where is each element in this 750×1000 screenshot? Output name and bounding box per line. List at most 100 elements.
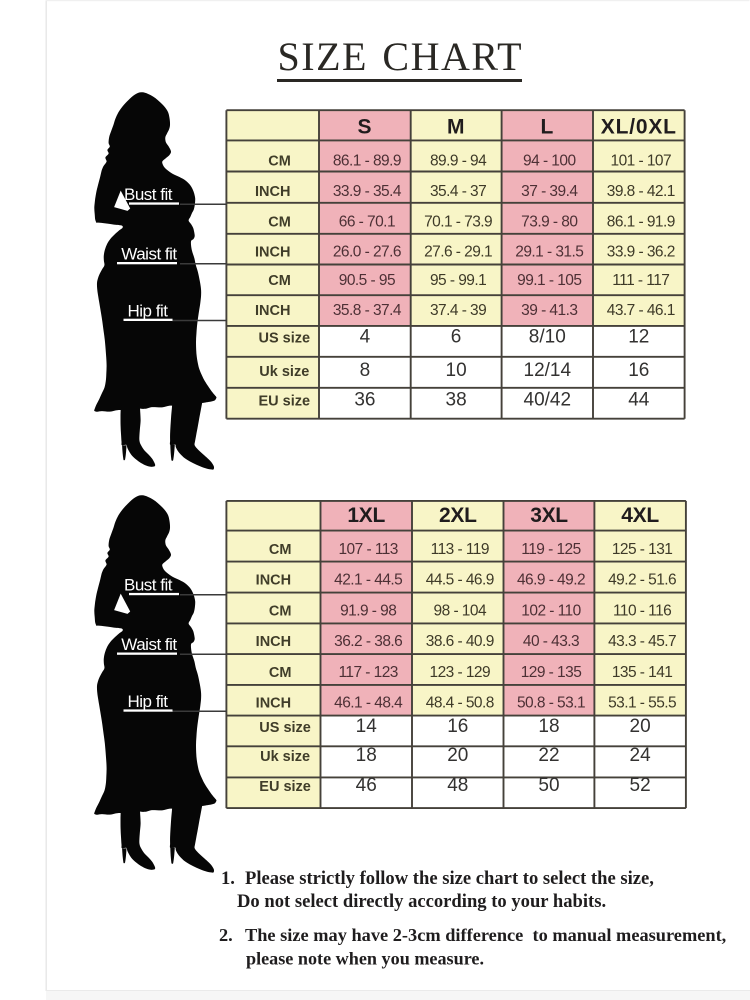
svg-text:129 - 135: 129 - 135 (521, 664, 582, 681)
svg-text:50.8 - 53.1: 50.8 - 53.1 (517, 695, 585, 712)
svg-text:24: 24 (630, 745, 652, 766)
svg-text:8: 8 (360, 360, 371, 381)
svg-text:2XL: 2XL (439, 504, 477, 527)
svg-text:INCH: INCH (255, 184, 290, 200)
svg-text:43.7 - 46.1: 43.7 - 46.1 (607, 302, 675, 319)
svg-text:4XL: 4XL (621, 504, 659, 527)
svg-text:US size: US size (259, 720, 311, 736)
svg-text:107 - 113: 107 - 113 (338, 541, 397, 558)
svg-text:EU size: EU size (259, 394, 311, 410)
svg-text:Uk size: Uk size (260, 749, 310, 765)
svg-text:Waist fit: Waist fit (121, 635, 177, 654)
svg-text:33.9 - 36.2: 33.9 - 36.2 (607, 243, 675, 260)
svg-text:119 - 125: 119 - 125 (521, 541, 580, 558)
svg-text:94 - 100: 94 - 100 (523, 152, 576, 169)
svg-text:26.0 - 27.6: 26.0 - 27.6 (333, 243, 401, 260)
svg-text:US size: US size (259, 331, 311, 347)
svg-text:12: 12 (628, 327, 649, 348)
svg-text:2.: 2. (219, 925, 233, 945)
svg-text:70.1 - 73.9: 70.1 - 73.9 (424, 214, 492, 231)
svg-text:Please strictly follow the siz: Please strictly follow the size chart to… (245, 868, 654, 889)
svg-text:36.2 - 38.6: 36.2 - 38.6 (334, 633, 402, 650)
svg-text:Bust fit: Bust fit (124, 576, 173, 595)
svg-text:46.1 - 48.4: 46.1 - 48.4 (334, 695, 403, 712)
svg-text:91.9 - 98: 91.9 - 98 (340, 603, 396, 620)
svg-text:123 - 129: 123 - 129 (430, 664, 491, 681)
svg-text:37.4 - 39: 37.4 - 39 (430, 302, 486, 319)
svg-text:46: 46 (356, 775, 377, 796)
svg-text:135 - 141: 135 - 141 (612, 664, 673, 681)
svg-text:CM: CM (268, 153, 291, 169)
svg-text:4: 4 (360, 327, 371, 348)
svg-text:CM: CM (269, 604, 292, 620)
svg-text:10: 10 (446, 360, 467, 381)
svg-text:INCH: INCH (256, 573, 291, 589)
svg-text:37 - 39.4: 37 - 39.4 (521, 183, 578, 200)
svg-text:18: 18 (538, 716, 559, 737)
svg-text:39.8 - 42.1: 39.8 - 42.1 (607, 183, 675, 200)
svg-text:125 - 131: 125 - 131 (612, 541, 673, 558)
svg-text:20: 20 (447, 745, 468, 766)
svg-text:Hip fit: Hip fit (128, 301, 169, 320)
svg-text:27.6 - 29.1: 27.6 - 29.1 (424, 243, 492, 260)
svg-text:52: 52 (630, 775, 651, 796)
svg-text:44: 44 (628, 390, 650, 411)
svg-text:29.1 - 31.5: 29.1 - 31.5 (515, 243, 583, 260)
svg-text:40 - 43.3: 40 - 43.3 (523, 633, 579, 650)
svg-text:48.4 - 50.8: 48.4 - 50.8 (426, 695, 494, 712)
svg-text:1.: 1. (221, 868, 235, 889)
svg-text:Waist fit: Waist fit (121, 245, 177, 264)
svg-text:INCH: INCH (255, 303, 290, 319)
svg-text:1XL: 1XL (347, 504, 385, 527)
svg-text:99.1 - 105: 99.1 - 105 (517, 272, 581, 289)
svg-text:46.9 - 49.2: 46.9 - 49.2 (517, 572, 585, 589)
svg-text:35.8 - 37.4: 35.8 - 37.4 (333, 302, 402, 319)
svg-text:Hip fit: Hip fit (128, 692, 169, 711)
svg-text:43.3 - 45.7: 43.3 - 45.7 (608, 633, 676, 650)
svg-text:20: 20 (630, 716, 651, 737)
svg-text:48: 48 (447, 775, 468, 796)
svg-text:53.1 - 55.5: 53.1 - 55.5 (608, 695, 676, 712)
svg-text:Bust fit: Bust fit (124, 185, 173, 204)
svg-text:Uk size: Uk size (259, 364, 309, 380)
svg-text:113 - 119: 113 - 119 (431, 541, 489, 558)
svg-text:L: L (540, 116, 554, 139)
svg-text:6: 6 (451, 327, 462, 348)
svg-text:SIZE CHART: SIZE CHART (278, 34, 524, 79)
svg-text:CM: CM (269, 542, 292, 558)
svg-text:66 - 70.1: 66 - 70.1 (339, 214, 395, 231)
svg-text:40/42: 40/42 (524, 390, 572, 411)
svg-text:33.9 - 35.4: 33.9 - 35.4 (333, 183, 402, 200)
svg-text:INCH: INCH (256, 634, 291, 650)
svg-text:please note when you measure.: please note when you measure. (246, 949, 484, 969)
svg-text:XL/0XL: XL/0XL (601, 116, 677, 139)
svg-text:16: 16 (447, 716, 468, 737)
svg-text:36: 36 (354, 390, 375, 411)
svg-text:16: 16 (628, 360, 649, 381)
svg-text:18: 18 (356, 745, 377, 766)
svg-text:S: S (357, 116, 372, 139)
svg-text:86.1 - 89.9: 86.1 - 89.9 (333, 152, 401, 169)
svg-text:98 - 104: 98 - 104 (434, 603, 487, 620)
svg-text:8/10: 8/10 (529, 327, 566, 348)
svg-text:14: 14 (356, 716, 378, 737)
svg-text:M: M (447, 116, 465, 139)
svg-text:CM: CM (268, 215, 291, 231)
svg-text:44.5 - 46.9: 44.5 - 46.9 (426, 572, 494, 589)
svg-text:90.5 - 95: 90.5 - 95 (339, 272, 395, 289)
svg-text:39 - 41.3: 39 - 41.3 (521, 302, 577, 319)
svg-text:12/14: 12/14 (524, 360, 572, 381)
svg-text:35.4 - 37: 35.4 - 37 (430, 183, 486, 200)
svg-text:111 - 117: 111 - 117 (612, 272, 669, 289)
svg-text:101 - 107: 101 - 107 (611, 152, 672, 169)
svg-text:22: 22 (538, 745, 559, 766)
svg-text:49.2 - 51.6: 49.2 - 51.6 (608, 572, 676, 589)
svg-text:86.1 - 91.9: 86.1 - 91.9 (607, 214, 675, 231)
svg-text:Do not select directly accordi: Do not select directly according to your… (237, 891, 606, 912)
svg-text:38.6 - 40.9: 38.6 - 40.9 (426, 633, 494, 650)
svg-text:110 - 116: 110 - 116 (613, 603, 671, 620)
svg-text:3XL: 3XL (530, 504, 568, 527)
svg-text:73.9 - 80: 73.9 - 80 (521, 214, 578, 231)
svg-text:89.9 - 94: 89.9 - 94 (430, 152, 487, 169)
svg-text:95 - 99.1: 95 - 99.1 (430, 272, 486, 289)
